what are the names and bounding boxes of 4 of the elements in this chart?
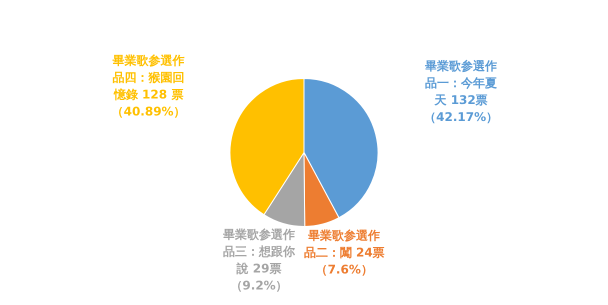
slice-label: 畢業歌参選作品二：闖 24票（7.6%）	[304, 228, 385, 277]
slice-label: 畢業歌参選作品一：今年夏天 132票（42.17%）	[424, 58, 498, 124]
slice-label: 畢業歌参選作品四：猴園回憶錄 128 票（40.89%）	[112, 53, 186, 118]
slice-label: 畢業歌参選作品三：想跟你說 29票（9.2%）	[222, 228, 296, 293]
